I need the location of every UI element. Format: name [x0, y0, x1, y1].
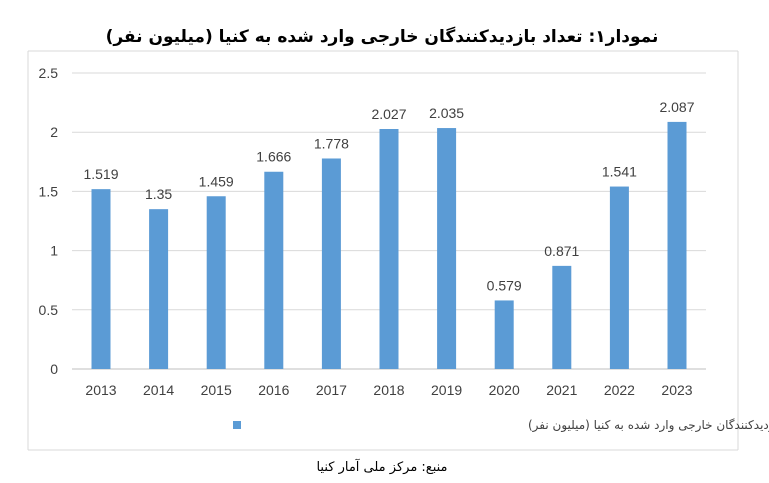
- bar-2013: [91, 189, 111, 369]
- x-tick-label: 2016: [258, 382, 289, 398]
- y-tick-label: 1: [50, 243, 58, 259]
- data-label: 1.541: [602, 164, 637, 180]
- bar-2015: [206, 196, 226, 369]
- data-label: 2.087: [659, 99, 694, 115]
- bar-2021: [552, 265, 572, 369]
- x-tick-label: 2021: [546, 382, 577, 398]
- data-label: 0.871: [544, 243, 579, 259]
- bar-2022: [609, 186, 629, 369]
- y-tick-label: 0: [50, 361, 58, 377]
- y-tick-label: 0.5: [39, 302, 59, 318]
- source-note: منبع: مرکز ملی آمار کنیا: [316, 458, 447, 475]
- x-tick-label: 2022: [604, 382, 635, 398]
- data-label: 1.459: [199, 173, 234, 189]
- bar-2018: [379, 129, 399, 369]
- data-label: 1.35: [145, 186, 172, 202]
- y-tick-label: 2.5: [39, 65, 59, 81]
- data-label: 1.519: [83, 166, 118, 182]
- legend-swatch: [233, 421, 241, 429]
- x-tick-label: 2014: [143, 382, 174, 398]
- x-tick-label: 2023: [661, 382, 692, 398]
- x-tick-label: 2019: [431, 382, 462, 398]
- data-label: 2.027: [371, 106, 406, 122]
- x-tick-label: 2015: [201, 382, 232, 398]
- x-tick-label: 2018: [373, 382, 404, 398]
- bar-2023: [667, 121, 687, 369]
- x-tick-label: 2013: [85, 382, 116, 398]
- x-tick-label: 2020: [489, 382, 520, 398]
- bar-2020: [494, 300, 514, 369]
- x-tick-label: 2017: [316, 382, 347, 398]
- data-label: 1.778: [314, 135, 349, 151]
- data-label: 1.666: [256, 149, 291, 165]
- bar-2016: [264, 171, 284, 369]
- bar-2019: [437, 128, 457, 369]
- bar-2014: [149, 209, 169, 369]
- chart-title: نمودار۱: تعداد بازدیدکنندگان خارجی وارد …: [106, 26, 659, 47]
- y-tick-label: 1.5: [39, 183, 59, 199]
- bar-2017: [321, 158, 341, 369]
- data-label: 2.035: [429, 105, 464, 121]
- data-label: 0.579: [487, 277, 522, 293]
- legend-label: تعداد بازدیدکنندگان خارجی وارد شده به کن…: [528, 418, 769, 433]
- y-tick-label: 2: [50, 124, 58, 140]
